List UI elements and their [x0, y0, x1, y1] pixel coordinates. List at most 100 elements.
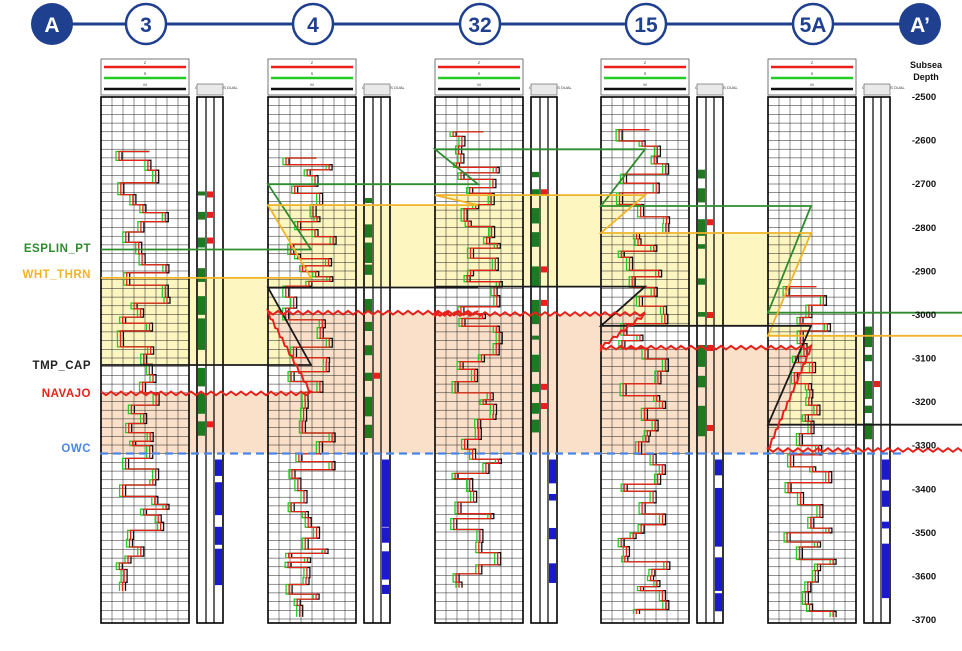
- log-curve-red: [285, 157, 334, 617]
- oil-flag: [198, 237, 205, 248]
- curve-code: M: [310, 82, 313, 87]
- depth-tick-label: -3200: [912, 397, 936, 408]
- log-track-frame: [100, 96, 190, 624]
- water-flag: [549, 563, 556, 583]
- log-curve-red: [618, 129, 668, 614]
- depth-tick-label: -3100: [912, 354, 936, 365]
- well-marker: 3: [124, 2, 168, 46]
- formation-label-esplin-pt: ESPLIN_PT: [24, 243, 91, 255]
- fluid-header-frame: [530, 83, 558, 96]
- oil-flag: [532, 335, 539, 340]
- oil-flag: [698, 312, 705, 317]
- well-label: 15: [634, 14, 658, 37]
- oil-flag: [532, 208, 539, 224]
- curve-code: M: [643, 82, 646, 87]
- water-flag: [882, 459, 889, 480]
- oil-flag: [698, 188, 705, 203]
- curve-header-box: Z S M: [100, 58, 190, 96]
- water-flag: [715, 535, 722, 547]
- gas-flag: [707, 424, 713, 431]
- depth-axis-title: Subsea: [910, 60, 943, 70]
- well-marker: 4: [291, 2, 335, 46]
- curve-code: Z: [811, 60, 814, 65]
- log-curve-red: [785, 285, 834, 618]
- oil-flag: [865, 326, 872, 348]
- oil-flag: [532, 299, 539, 321]
- water-flag: [715, 557, 722, 591]
- oil-flag: [198, 367, 205, 387]
- log-track-frame: [767, 96, 857, 624]
- well-circle: [458, 2, 502, 46]
- oil-flag: [198, 191, 205, 196]
- oil-flag: [698, 244, 705, 249]
- endpoint-circle: [31, 3, 73, 45]
- water-flag: [549, 459, 556, 484]
- depth-tick-label: -3600: [912, 571, 936, 582]
- wht-thrn-top-line: [101, 194, 962, 337]
- water-flag: [382, 584, 389, 594]
- gas-flag: [707, 312, 713, 319]
- water-flag: [215, 526, 222, 545]
- fluid-header-frame: [363, 83, 391, 96]
- well-log-32: ZSMOIL WATER GAS DUAL: [434, 58, 573, 624]
- curve-code: S: [811, 71, 814, 76]
- fluid-track-frame: [696, 96, 724, 624]
- oil-flag: [865, 423, 872, 440]
- water-flag: [215, 575, 222, 586]
- oil-flag: [698, 169, 705, 179]
- well-circle: [291, 2, 335, 46]
- depth-tick-label: -3500: [912, 528, 936, 539]
- oil-flag: [365, 424, 372, 439]
- water-flag: [382, 483, 389, 510]
- oil-flag: [198, 333, 205, 350]
- curve-header-box: Z S M: [600, 58, 690, 96]
- depth-axis-title: Depth: [913, 72, 939, 82]
- water-flag: [382, 551, 389, 580]
- oil-flag: [698, 375, 705, 388]
- depth-tick-label: -2500: [912, 92, 936, 103]
- depth-tick-label: -3400: [912, 484, 936, 495]
- gas-flag: [207, 191, 213, 198]
- curve-code: S: [644, 71, 647, 76]
- water-flag: [382, 527, 389, 543]
- oil-flag: [698, 424, 705, 437]
- gas-flag: [541, 299, 547, 306]
- formation-labels: ESPLIN_PT WHT_THRN TMP_CAP NAVAJO OWC: [22, 243, 91, 455]
- well-log-4: ZSMOIL WATER GAS DUAL: [267, 58, 406, 624]
- formation-label-tmp-cap: TMP_CAP: [33, 360, 91, 372]
- depth-tick-label: -3700: [912, 615, 936, 626]
- gas-flag: [541, 403, 547, 410]
- fluid-track-frame: [363, 96, 391, 624]
- water-flag: [715, 487, 722, 515]
- depth-tick-label: -3000: [912, 310, 936, 321]
- curve-code: S: [144, 71, 147, 76]
- oil-flag: [532, 319, 539, 325]
- oil-flag: [698, 219, 705, 236]
- white-rim-zone: [100, 195, 962, 425]
- gas-flag: [541, 189, 547, 196]
- gas-flag: [207, 237, 213, 244]
- water-flag: [715, 510, 722, 537]
- curve-code: M: [810, 82, 813, 87]
- well-label: 3: [140, 14, 152, 37]
- fluid-track-frame: [863, 96, 891, 624]
- well-label: 4: [307, 14, 319, 37]
- esplin-pt-top-line: [101, 148, 962, 314]
- oil-flag: [865, 354, 872, 362]
- well-marker: 15: [624, 2, 668, 46]
- oil-flag: [698, 344, 705, 367]
- well-log-15: ZSMOIL WATER GAS DUAL: [600, 58, 739, 624]
- curve-header-box: Z S M: [267, 58, 357, 96]
- well-marker: 5A: [791, 2, 835, 46]
- fluid-track-frame: [530, 96, 558, 624]
- gas-flag: [541, 383, 547, 390]
- gas-flag: [374, 372, 380, 379]
- well-log-3: ZSMOIL WATER GAS DUAL: [100, 58, 239, 624]
- fluid-header-frame: [696, 83, 724, 96]
- formation-label-wht-thrn: WHT_THRN: [22, 269, 91, 281]
- curve-code: Z: [311, 60, 314, 65]
- depth-axis: Subsea Depth -2500 -2600 -2700 -2800 -2900 -300…: [910, 60, 943, 626]
- water-flag: [882, 563, 889, 590]
- water-flag: [549, 493, 556, 501]
